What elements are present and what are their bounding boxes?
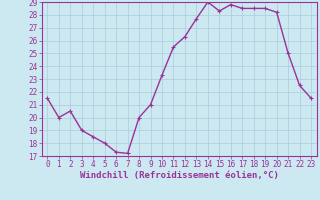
X-axis label: Windchill (Refroidissement éolien,°C): Windchill (Refroidissement éolien,°C) [80,171,279,180]
